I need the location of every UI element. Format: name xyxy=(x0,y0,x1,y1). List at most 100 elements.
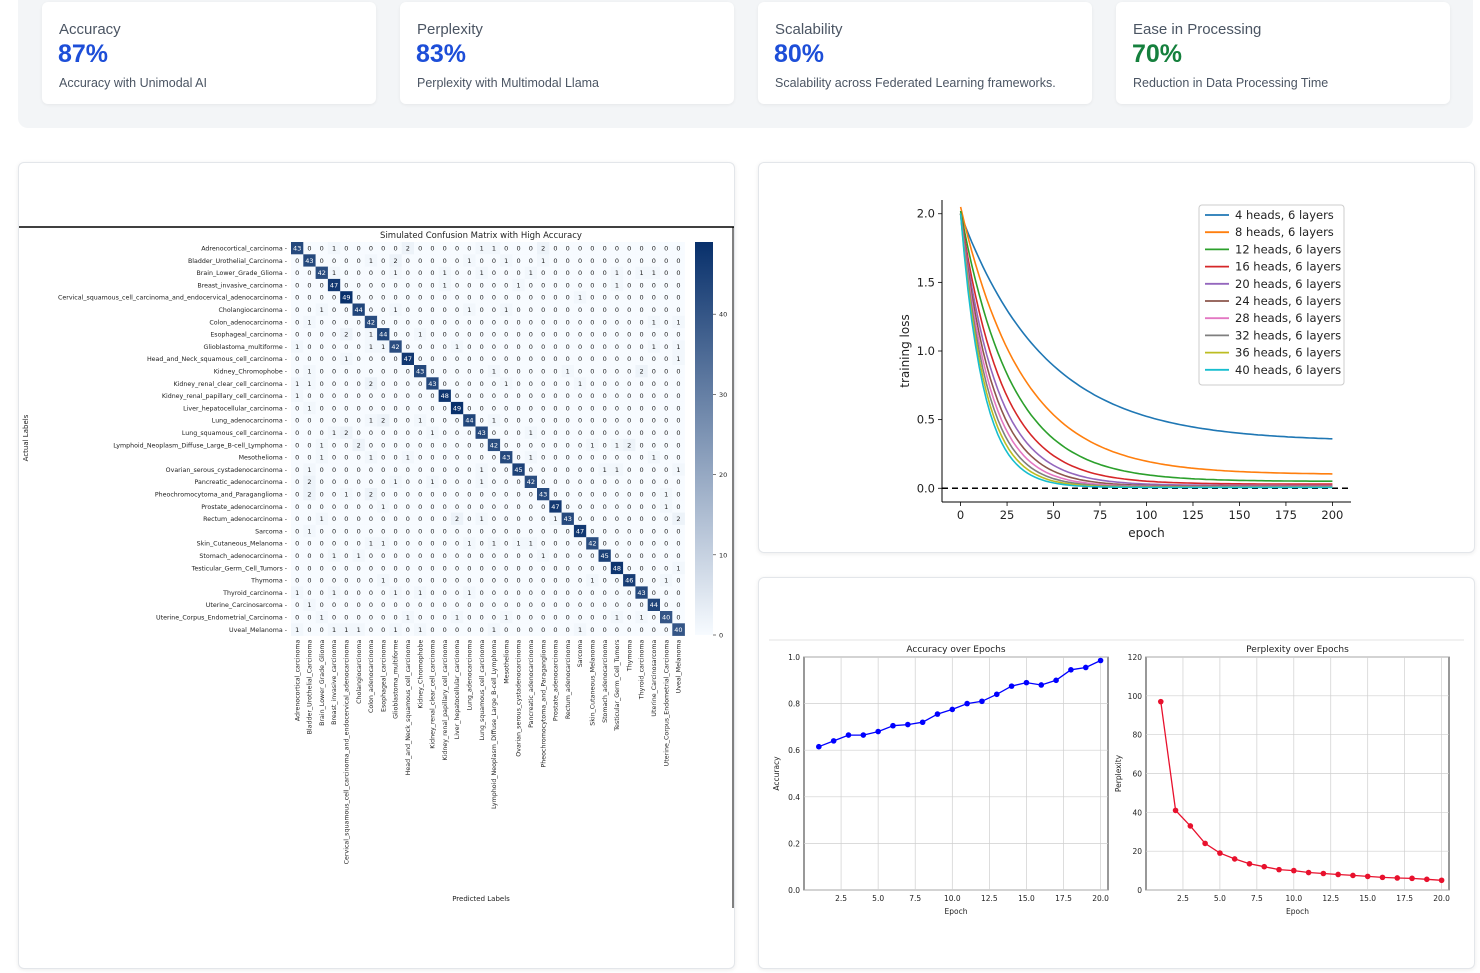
heatmap-cell xyxy=(512,242,525,255)
heatmap-cell xyxy=(623,278,636,292)
cell-value: 0 xyxy=(369,527,373,535)
heatmap-cell xyxy=(500,549,513,563)
y-tick-label: Lymphoid_Neoplasm_Diffuse_Large_B-cell_L… xyxy=(113,442,287,449)
heatmap-cell xyxy=(586,623,599,636)
cell-value: 0 xyxy=(344,367,348,375)
heatmap-cell xyxy=(586,340,599,353)
heatmap-cell xyxy=(450,598,464,612)
heatmap-cell xyxy=(561,377,575,390)
heatmap-cell xyxy=(303,524,316,538)
heatmap-cell xyxy=(623,537,636,550)
cell-value: 0 xyxy=(529,441,533,449)
cell-value: 1 xyxy=(590,577,594,585)
heatmap-cell xyxy=(291,377,304,390)
heatmap-cell xyxy=(389,352,402,366)
heatmap-cell xyxy=(647,524,661,538)
y-tick-label: Uterine_Corpus_Endometrial_Carcinoma - xyxy=(156,614,287,621)
cell-value: 0 xyxy=(615,404,619,412)
heatmap-cell xyxy=(414,254,427,267)
heatmap-cell xyxy=(635,254,648,267)
cell-value: 0 xyxy=(578,466,582,474)
cell-value: 0 xyxy=(590,294,594,302)
y-tick-label: Mesothelioma - xyxy=(239,455,287,462)
heatmap-cell xyxy=(573,266,587,280)
stat-description: Perplexity with Multimodal Llama xyxy=(417,76,600,90)
cell-value: 0 xyxy=(406,343,410,351)
cell-value: 0 xyxy=(443,380,447,388)
heatmap-cell xyxy=(573,365,587,378)
cell-value: 0 xyxy=(566,577,570,585)
cell-value: 43 xyxy=(305,257,313,265)
cell-value: 0 xyxy=(529,527,533,535)
cell-value: 0 xyxy=(443,454,447,462)
heatmap-cell xyxy=(401,303,415,317)
heatmap-cell xyxy=(315,389,329,403)
heatmap-cell xyxy=(303,352,316,366)
x-tick-label: 7.5 xyxy=(909,894,921,903)
cell-value: 0 xyxy=(603,417,607,425)
cell-value: 0 xyxy=(603,281,607,289)
heatmap-cell xyxy=(487,488,501,501)
cell-value: 0 xyxy=(504,331,508,339)
cell-value: 0 xyxy=(332,417,336,425)
cell-value: 0 xyxy=(418,540,422,548)
heatmap-cell xyxy=(586,537,599,550)
cell-value: 0 xyxy=(430,441,434,449)
heatmap-cell xyxy=(315,278,329,292)
data-point xyxy=(1053,677,1059,684)
heatmap-cell xyxy=(512,561,525,575)
heatmap-cell xyxy=(426,377,439,390)
cell-value: 0 xyxy=(393,454,397,462)
cell-value: 1 xyxy=(504,257,508,265)
heatmap-cell xyxy=(512,438,525,452)
data-point xyxy=(934,711,941,717)
heatmap-cell xyxy=(573,475,587,489)
heatmap-cell xyxy=(500,266,513,280)
cell-value: 2 xyxy=(369,380,373,388)
heatmap-cell xyxy=(524,254,538,267)
cell-value: 0 xyxy=(603,380,607,388)
heatmap-cell xyxy=(672,574,685,587)
cell-value: 0 xyxy=(553,441,557,449)
legend-entry: 40 heads, 6 layers xyxy=(1235,363,1341,377)
heatmap-cell xyxy=(414,377,427,390)
heatmap-cell xyxy=(364,561,378,575)
heatmap-cell xyxy=(672,463,685,476)
y-tick-label: 0.0 xyxy=(788,886,800,895)
cell-value: 0 xyxy=(578,478,582,486)
cell-value: 0 xyxy=(578,577,582,585)
cell-value: 0 xyxy=(553,429,557,437)
cell-value: 0 xyxy=(504,441,508,449)
cell-value: 2 xyxy=(307,490,311,498)
heatmap-cell xyxy=(549,242,562,255)
cell-value: 0 xyxy=(590,515,594,523)
cell-value: 0 xyxy=(578,515,582,523)
cell-value: 0 xyxy=(430,281,434,289)
colorbar-tick-label: 10 xyxy=(719,551,727,559)
heatmap-cell xyxy=(610,414,624,427)
heatmap-cell xyxy=(487,598,501,612)
heatmap-cell xyxy=(340,254,353,267)
cell-value: 0 xyxy=(307,540,311,548)
cell-value: 0 xyxy=(332,355,336,363)
cell-value: 0 xyxy=(320,577,324,585)
heatmap-cell xyxy=(635,438,648,452)
cell-value: 0 xyxy=(369,281,373,289)
cell-value: 0 xyxy=(541,601,545,609)
cell-value: 0 xyxy=(307,564,311,572)
heatmap-cell xyxy=(364,623,378,636)
cell-value: 0 xyxy=(676,306,680,314)
cell-value: 0 xyxy=(553,466,557,474)
heatmap-cell xyxy=(463,451,476,464)
heatmap-cell xyxy=(450,524,464,538)
heatmap-cell xyxy=(315,315,329,329)
heatmap-cell xyxy=(660,598,673,612)
data-point xyxy=(1276,866,1282,873)
heatmap-cell xyxy=(315,365,329,378)
heatmap-cell xyxy=(438,377,452,390)
heatmap-cell xyxy=(291,414,304,427)
heatmap-cell xyxy=(500,328,513,341)
data-point xyxy=(1350,872,1356,879)
cell-value: 0 xyxy=(406,490,410,498)
y-tick-label: Kidney_renal_papillary_cell_carcinoma - xyxy=(162,393,287,400)
